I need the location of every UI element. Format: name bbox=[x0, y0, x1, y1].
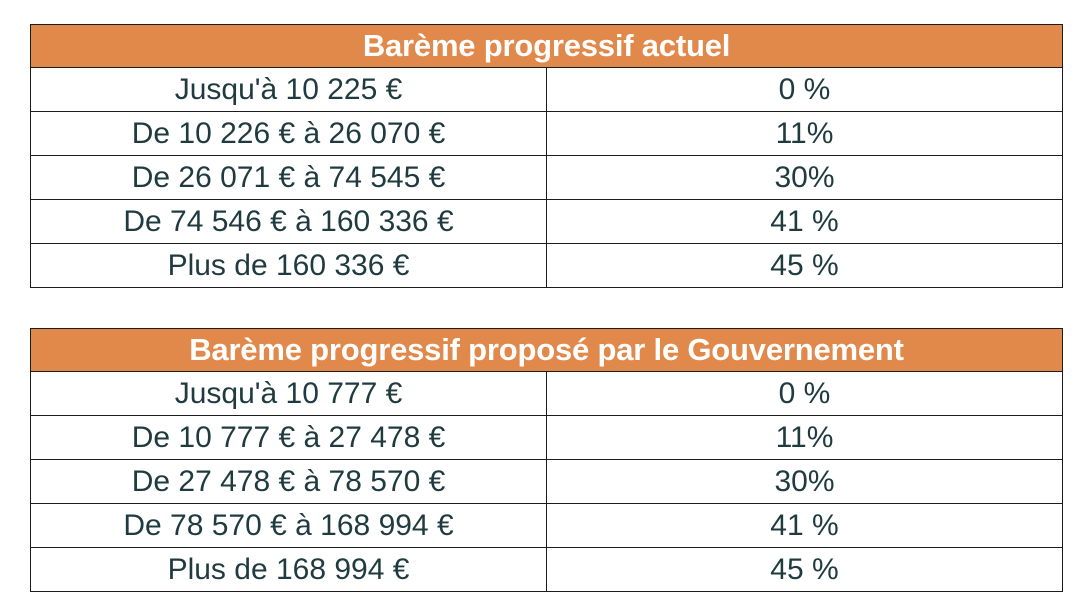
table-row: Jusqu'à 10 777 € 0 % bbox=[30, 371, 1063, 416]
bracket-rate: 30% bbox=[546, 459, 1063, 504]
table-row: De 78 570 € à 168 994 € 41 % bbox=[30, 503, 1063, 548]
current-tax-bracket-table: Barème progressif actuel Jusqu'à 10 225 … bbox=[30, 24, 1063, 288]
bracket-rate: 11% bbox=[546, 111, 1063, 156]
table-row: Jusqu'à 10 225 € 0 % bbox=[30, 67, 1063, 112]
bracket-rate: 11% bbox=[546, 415, 1063, 460]
table-row: De 10 226 € à 26 070 € 11% bbox=[30, 111, 1063, 156]
bracket-rate: 41 % bbox=[546, 199, 1063, 244]
table-title: Barème progressif proposé par le Gouvern… bbox=[30, 328, 1063, 372]
bracket-rate: 0 % bbox=[546, 67, 1063, 112]
bracket-rate: 0 % bbox=[546, 371, 1063, 416]
proposed-tax-bracket-table: Barème progressif proposé par le Gouvern… bbox=[30, 328, 1063, 592]
bracket-range: De 27 478 € à 78 570 € bbox=[30, 459, 547, 504]
bracket-range: Jusqu'à 10 225 € bbox=[30, 67, 547, 112]
table-row: De 74 546 € à 160 336 € 41 % bbox=[30, 199, 1063, 244]
bracket-rate: 41 % bbox=[546, 503, 1063, 548]
bracket-rate: 45 % bbox=[546, 243, 1063, 288]
table-row: De 10 777 € à 27 478 € 11% bbox=[30, 415, 1063, 460]
bracket-range: Plus de 160 336 € bbox=[30, 243, 547, 288]
table-title: Barème progressif actuel bbox=[30, 24, 1063, 68]
table-header-row: Barème progressif proposé par le Gouvern… bbox=[30, 328, 1063, 372]
bracket-range: Jusqu'à 10 777 € bbox=[30, 371, 547, 416]
bracket-range: De 26 071 € à 74 545 € bbox=[30, 155, 547, 200]
bracket-rate: 30% bbox=[546, 155, 1063, 200]
bracket-range: De 10 226 € à 26 070 € bbox=[30, 111, 547, 156]
table-row: Plus de 160 336 € 45 % bbox=[30, 243, 1063, 288]
table-row: Plus de 168 994 € 45 % bbox=[30, 547, 1063, 592]
bracket-range: De 10 777 € à 27 478 € bbox=[30, 415, 547, 460]
bracket-range: De 74 546 € à 160 336 € bbox=[30, 199, 547, 244]
table-header-row: Barème progressif actuel bbox=[30, 24, 1063, 68]
bracket-range: Plus de 168 994 € bbox=[30, 547, 547, 592]
bracket-range: De 78 570 € à 168 994 € bbox=[30, 503, 547, 548]
bracket-rate: 45 % bbox=[546, 547, 1063, 592]
table-row: De 26 071 € à 74 545 € 30% bbox=[30, 155, 1063, 200]
table-row: De 27 478 € à 78 570 € 30% bbox=[30, 459, 1063, 504]
